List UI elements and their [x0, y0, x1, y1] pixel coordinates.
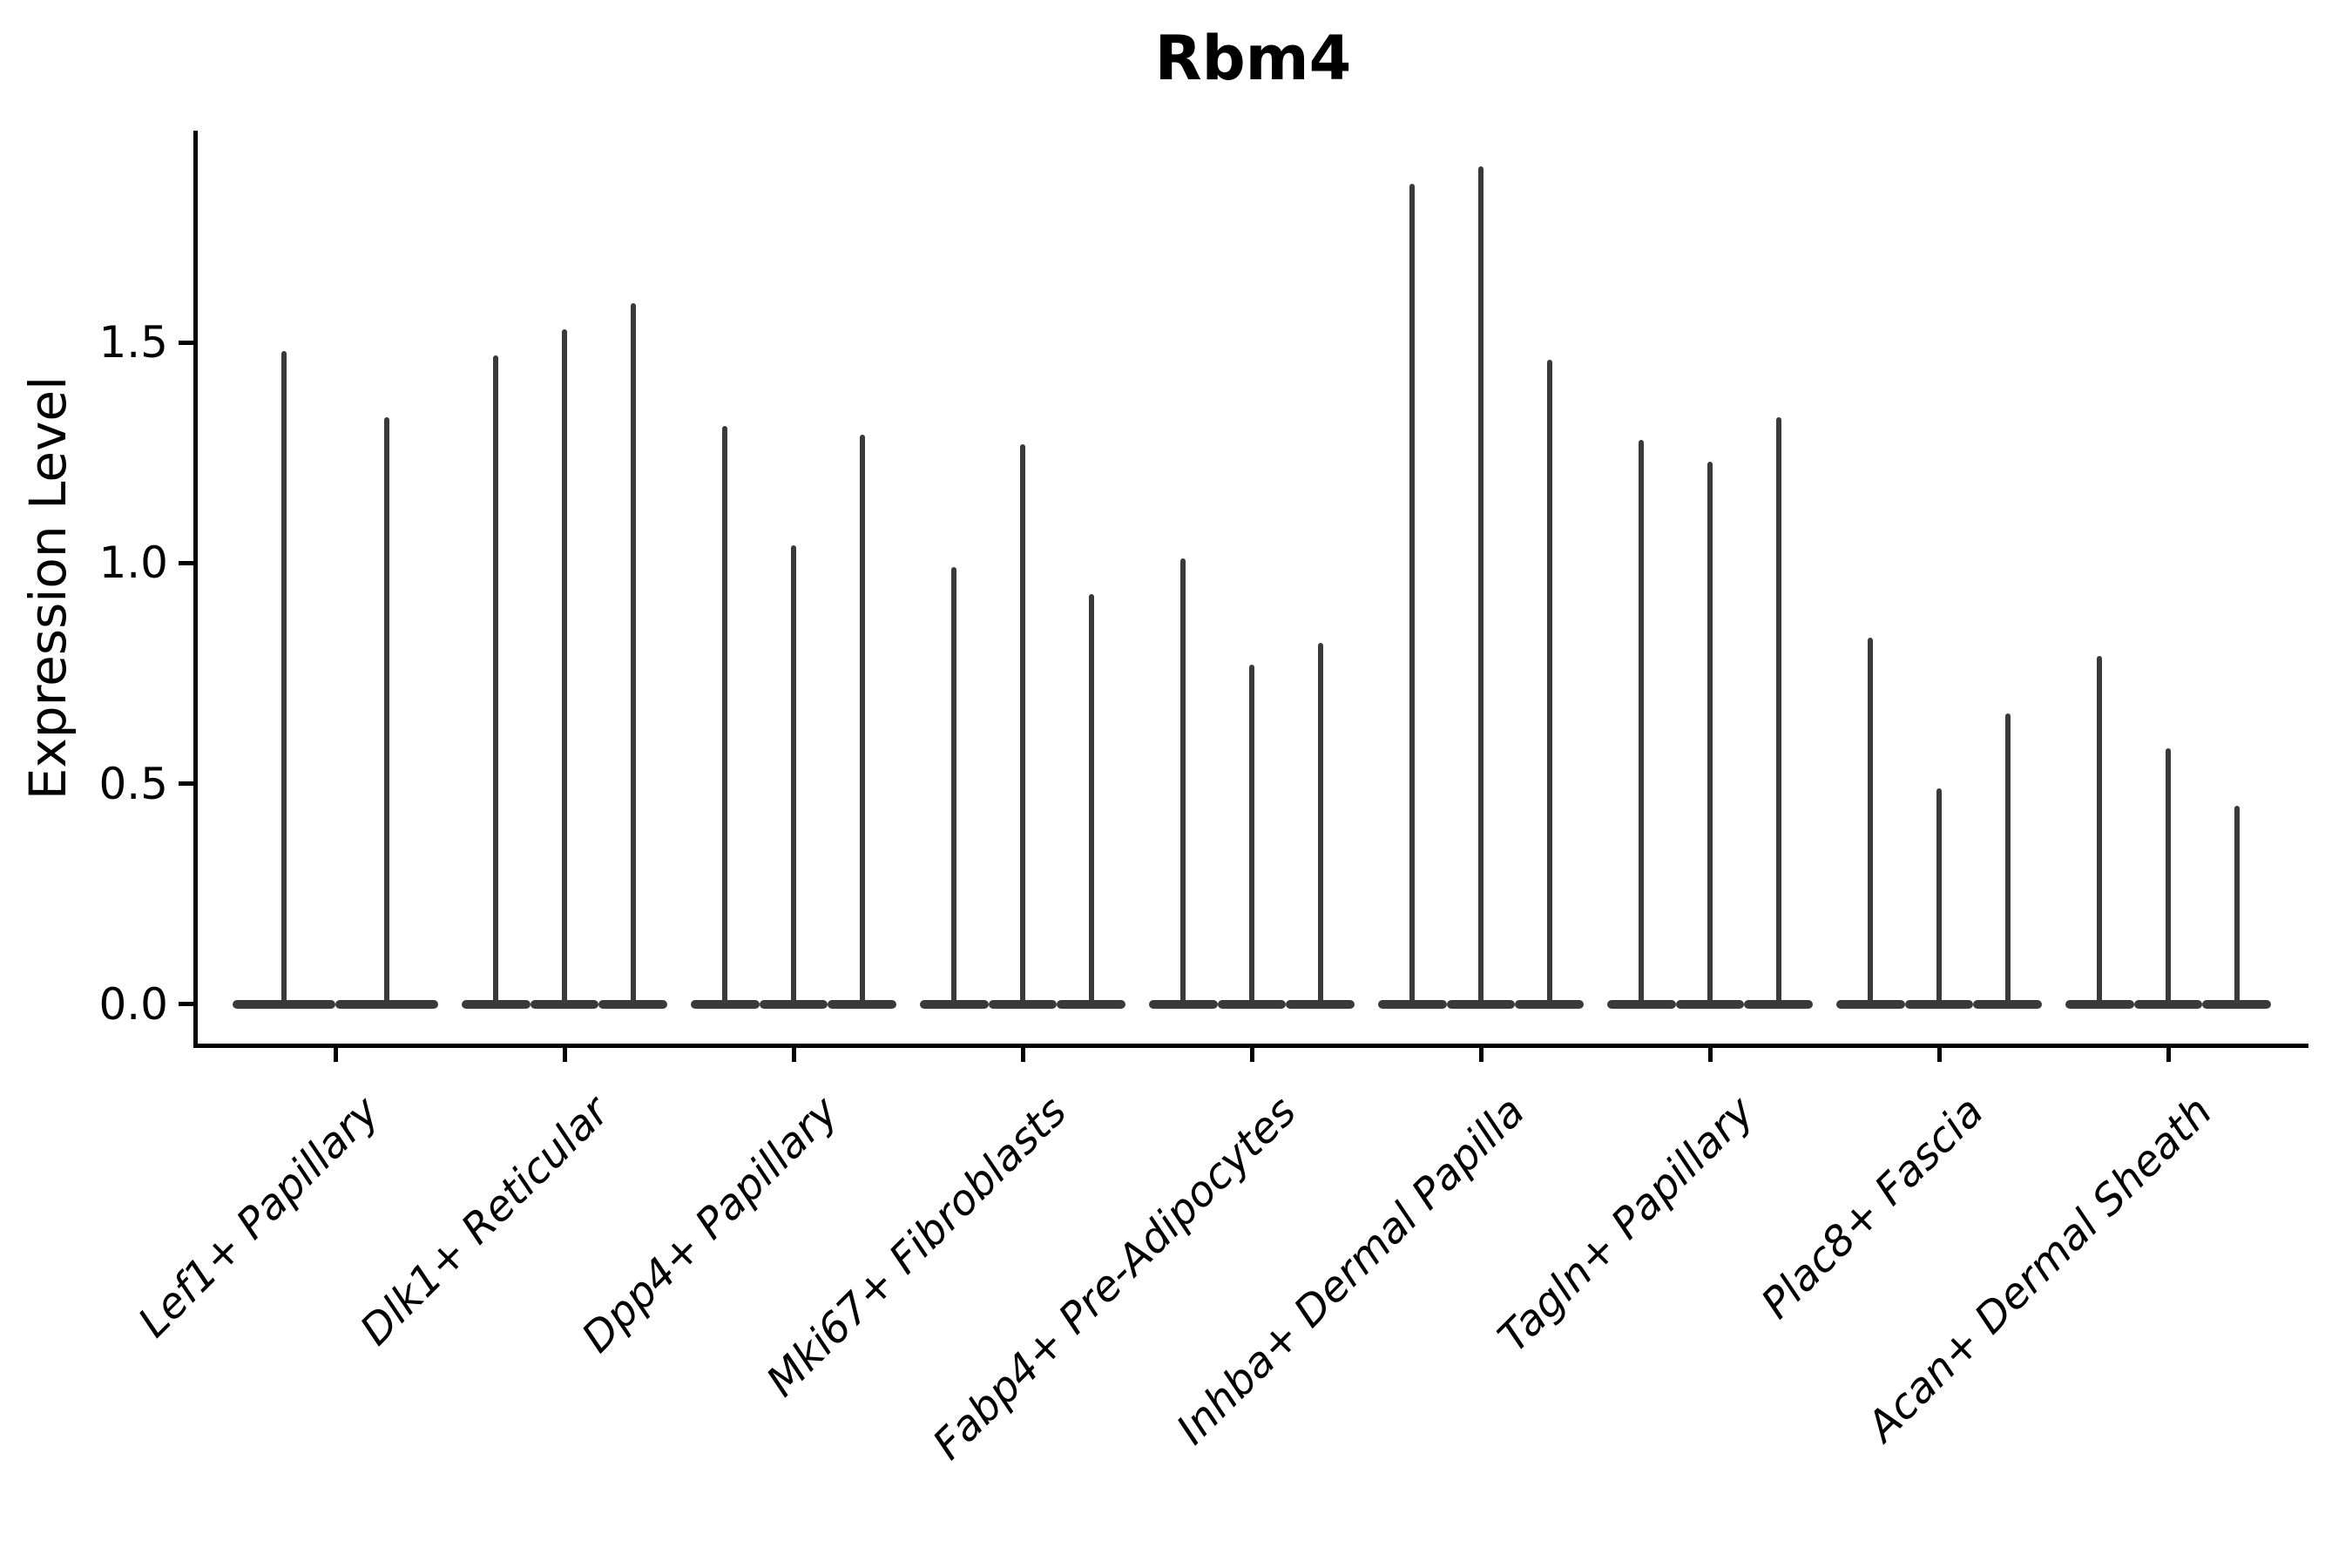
x-tick — [791, 1048, 796, 1062]
x-tick — [1707, 1048, 1713, 1062]
chart-title: Rbm4 — [1154, 23, 1352, 94]
y-tick-label: 0.0 — [98, 978, 168, 1030]
violin-spike — [1180, 558, 1186, 1004]
violin-base — [759, 999, 828, 1009]
violin-spike — [2234, 805, 2240, 1004]
violin-base — [1904, 999, 1974, 1009]
violin-base — [1515, 999, 1585, 1009]
violin-spike — [1317, 642, 1323, 1004]
violin-base — [2202, 999, 2272, 1009]
violin-spike — [493, 355, 499, 1004]
violin-base — [2065, 999, 2134, 1009]
violin-spike — [384, 417, 390, 1004]
violin-base — [461, 999, 531, 1009]
violin-base — [335, 999, 439, 1009]
x-tick — [1249, 1048, 1254, 1062]
violin-base — [1446, 999, 1516, 1009]
y-tick — [179, 340, 193, 345]
violin-spike — [1868, 638, 1874, 1004]
y-tick — [179, 781, 193, 787]
violin-spike — [2004, 713, 2011, 1004]
violin-base — [1835, 999, 1905, 1009]
violin-spike — [630, 302, 636, 1004]
violin-spike — [1707, 461, 1713, 1004]
x-tick — [333, 1048, 338, 1062]
violin-base — [1675, 999, 1745, 1009]
x-tick-label: Tagln+ Papillary — [1489, 1087, 1764, 1362]
x-tick — [1020, 1048, 1025, 1062]
violin-spike — [562, 328, 567, 1004]
violin-base — [919, 999, 989, 1009]
violin-base — [1744, 999, 1814, 1009]
violin-spike — [2097, 655, 2103, 1004]
y-axis-spine — [193, 131, 198, 1048]
x-tick-label: Dpp4+ Papillary — [572, 1087, 848, 1362]
violin-base — [598, 999, 668, 1009]
violin-spike — [2166, 748, 2171, 1004]
violin-spike — [951, 567, 957, 1004]
violin-base — [1606, 999, 1676, 1009]
x-tick-label: Dlk1+ Reticular — [350, 1087, 618, 1355]
violin-spike — [722, 426, 728, 1004]
y-tick — [179, 1002, 193, 1007]
violin-spike — [1639, 439, 1645, 1004]
x-tick-label: Lef1+ Papillary — [129, 1087, 389, 1348]
x-tick-label: Fabp4+ Pre-Adipocytes — [923, 1087, 1306, 1470]
violin-base — [690, 999, 760, 1009]
x-tick — [1936, 1048, 1942, 1062]
violin-base — [1217, 999, 1287, 1009]
violin-base — [1286, 999, 1355, 1009]
x-tick — [562, 1048, 567, 1062]
x-tick — [1478, 1048, 1484, 1062]
violin-base — [1973, 999, 2043, 1009]
violin-base — [1057, 999, 1126, 1009]
x-axis-spine — [193, 1044, 2308, 1048]
violin-base — [232, 999, 335, 1009]
violin-spike — [280, 351, 287, 1004]
x-tick-label: Plac8+ Fascia — [1751, 1087, 1993, 1328]
violin-spike — [1020, 443, 1025, 1004]
x-tick — [2166, 1048, 2171, 1062]
violin-base — [2133, 999, 2203, 1009]
violin-spike — [1088, 593, 1094, 1004]
violin-spike — [859, 435, 865, 1004]
violin-base — [828, 999, 897, 1009]
y-tick-label: 1.0 — [98, 537, 168, 589]
violin-spike — [1249, 664, 1254, 1004]
y-tick-label: 0.5 — [98, 758, 168, 809]
violin-base — [988, 999, 1058, 1009]
violin-base — [530, 999, 599, 1009]
violin-spike — [1936, 787, 1942, 1004]
y-tick — [179, 560, 193, 565]
violin-spike — [1546, 360, 1552, 1004]
y-tick-label: 1.5 — [98, 317, 168, 368]
violin-spike — [791, 545, 796, 1004]
violin-spike — [1409, 183, 1416, 1004]
violin-spike — [1478, 166, 1484, 1004]
violin-base — [1377, 999, 1447, 1009]
violin-base — [1148, 999, 1218, 1009]
violin-spike — [1775, 417, 1781, 1004]
